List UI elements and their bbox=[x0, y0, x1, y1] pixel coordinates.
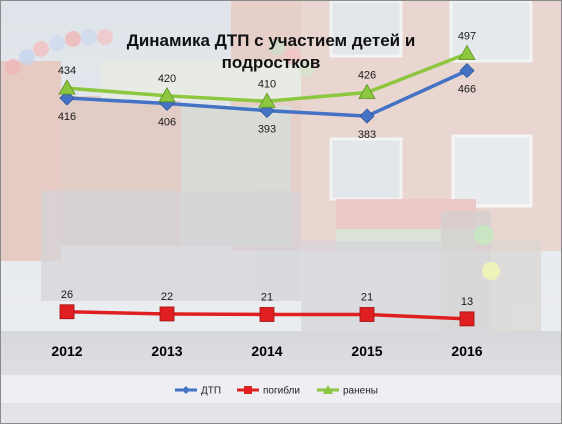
series-3-point-2014 bbox=[258, 92, 276, 108]
legend-marker-1 bbox=[182, 386, 190, 394]
series-2-point-2016 bbox=[459, 311, 475, 327]
x-tick-2015: 2015 bbox=[351, 343, 382, 359]
series-3-label-2013: 420 bbox=[158, 73, 176, 85]
legend-marker-2 bbox=[244, 386, 252, 394]
series-3-point-2012 bbox=[58, 79, 76, 95]
legend-label-1: ДТП bbox=[201, 386, 221, 397]
series-1-point-2015 bbox=[359, 108, 375, 124]
series-2-label-2012: 26 bbox=[61, 289, 73, 301]
series-2-point-2012 bbox=[59, 304, 75, 320]
series-3 bbox=[58, 44, 476, 108]
series-1-label-2014: 393 bbox=[258, 124, 276, 136]
series-2-point-2015 bbox=[359, 307, 375, 322]
series-1-point-2016 bbox=[459, 63, 475, 79]
series-2-label-2016: 13 bbox=[461, 296, 473, 308]
series-1-label-2015: 383 bbox=[358, 129, 376, 141]
series-1-label-2012: 416 bbox=[58, 111, 76, 123]
series-2-point-2014 bbox=[259, 307, 275, 322]
series-2-label-2014: 21 bbox=[261, 291, 273, 303]
series-3-point-2013 bbox=[158, 87, 176, 103]
series-2-point-2013 bbox=[159, 306, 175, 322]
series-layer bbox=[58, 44, 476, 327]
series-2 bbox=[59, 304, 475, 327]
series-1-label-2016: 466 bbox=[458, 84, 476, 96]
x-tick-2014: 2014 bbox=[251, 343, 282, 359]
legend-item-1: ДТП bbox=[175, 386, 221, 397]
series-2-label-2015: 21 bbox=[361, 291, 373, 303]
legend-label-2: погибли bbox=[263, 385, 300, 397]
series-3-label-2015: 426 bbox=[358, 70, 376, 82]
series-3-label-2012: 434 bbox=[58, 65, 76, 77]
legend: ДТП погибли ранены bbox=[175, 385, 378, 397]
chart-title-line-2: подростков bbox=[222, 53, 321, 72]
series-1-label-2013: 406 bbox=[158, 116, 176, 128]
legend-label-3: ранены bbox=[343, 386, 378, 397]
legend-marker-3 bbox=[323, 385, 333, 394]
series-3-label-2014: 410 bbox=[258, 78, 276, 90]
x-axis-labels: 2012 2013 2014 2015 2016 bbox=[51, 343, 482, 359]
data-labels: 416 406 393 383 466 26 22 21 21 13 434 420 410 426 497 bbox=[58, 31, 476, 308]
legend-item-2: погибли bbox=[237, 385, 300, 397]
chart-title: Динамика ДТП с участием детей и подростк… bbox=[127, 31, 416, 72]
x-tick-2013: 2013 bbox=[151, 343, 182, 359]
legend-item-3: ранены bbox=[317, 385, 378, 397]
x-tick-2012: 2012 bbox=[51, 343, 82, 359]
series-3-label-2016: 497 bbox=[458, 31, 476, 43]
chart-title-line-1: Динамика ДТП с участием детей и bbox=[127, 31, 416, 50]
series-2-label-2013: 22 bbox=[161, 291, 173, 303]
series-3-point-2016 bbox=[458, 44, 476, 61]
x-tick-2016: 2016 bbox=[451, 343, 482, 359]
series-3-point-2015 bbox=[358, 83, 376, 99]
